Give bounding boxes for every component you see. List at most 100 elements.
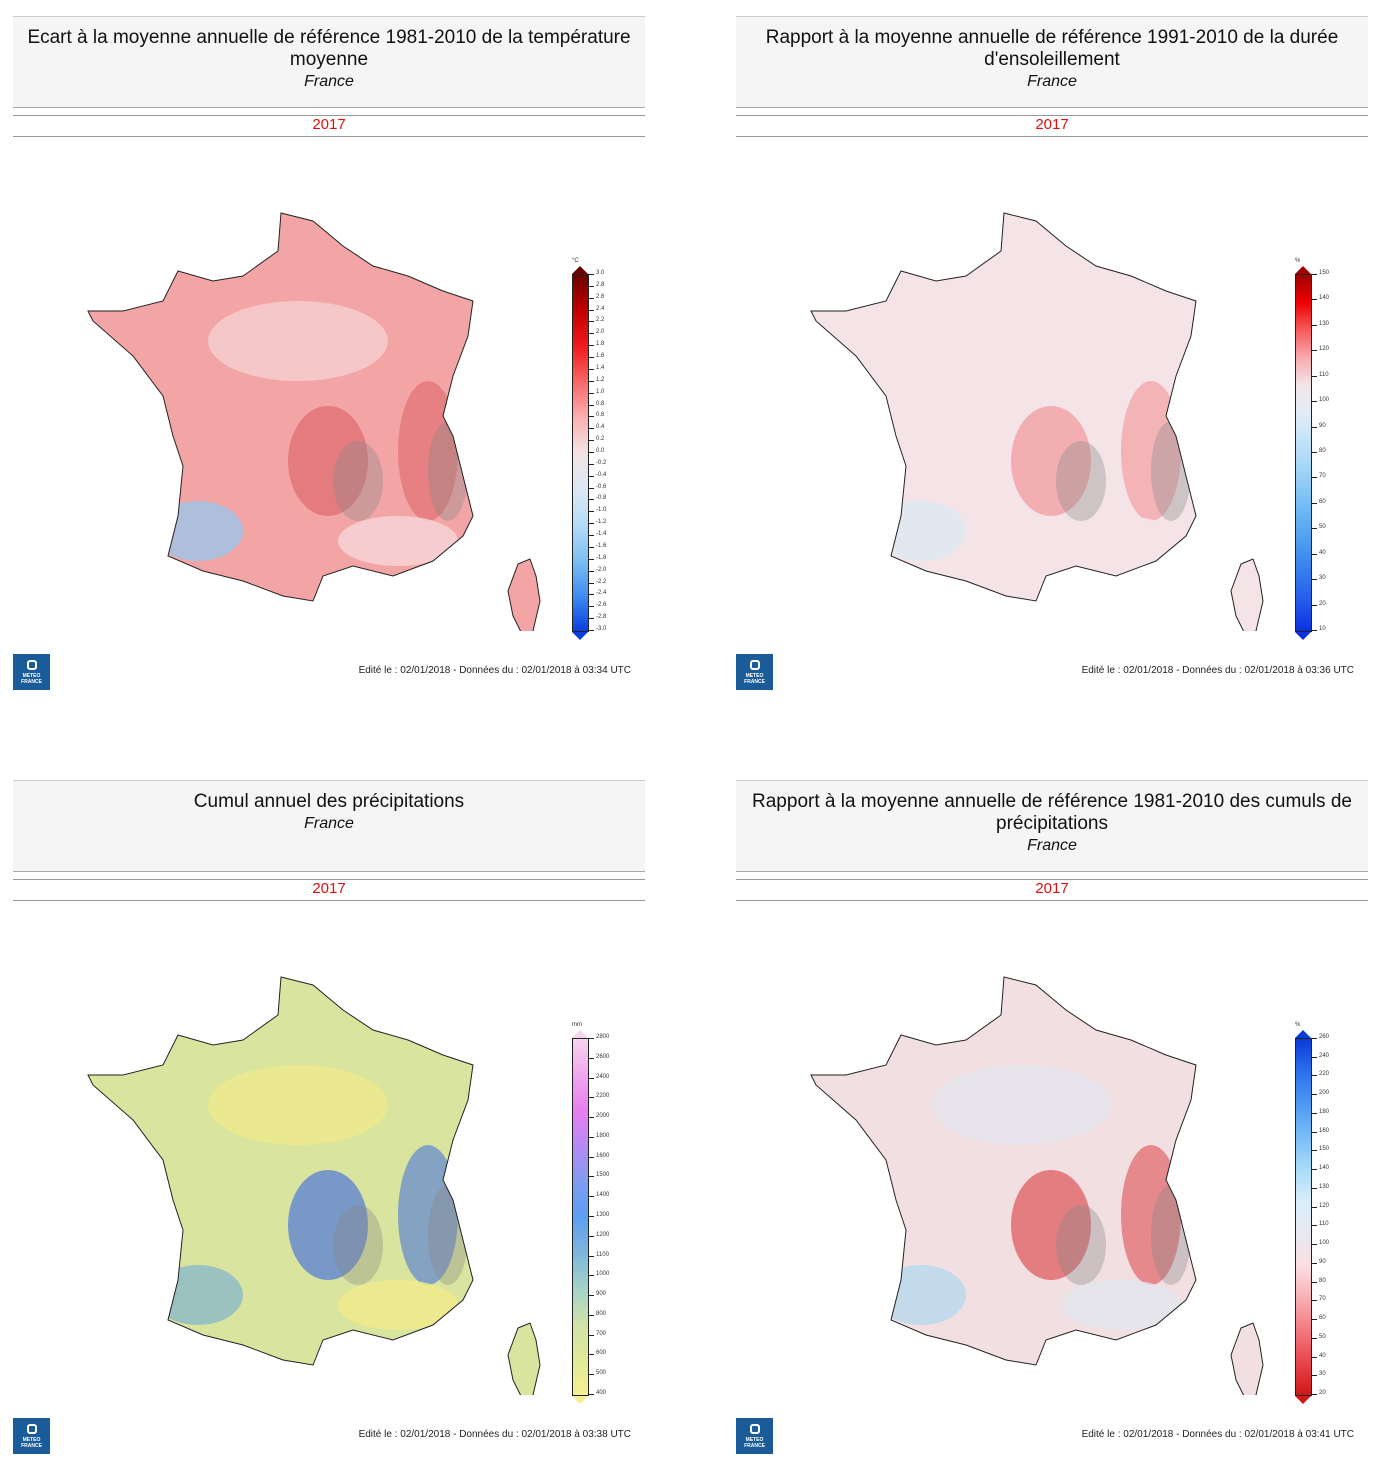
map-panel-precipitation-ratio: Rapport à la moyenne annuelle de référen… bbox=[736, 780, 1368, 1465]
legend-tick bbox=[588, 297, 594, 299]
legend-tick-label: 40 bbox=[1319, 1352, 1326, 1359]
legend-tick-label: 2.6 bbox=[596, 293, 605, 300]
legend-tick bbox=[1311, 1281, 1317, 1283]
map-title: Rapport à la moyenne annuelle de référen… bbox=[765, 27, 1339, 70]
legend-tick bbox=[1311, 553, 1317, 555]
divider bbox=[13, 900, 645, 901]
legend-tick bbox=[1311, 1356, 1317, 1358]
contour-region bbox=[876, 1265, 966, 1325]
legend-tick-label: -0.8 bbox=[596, 495, 607, 502]
france-outline bbox=[87, 976, 474, 1366]
legend-tick-label: 120 bbox=[1319, 1202, 1330, 1209]
contour-region bbox=[288, 406, 368, 516]
legend-tick-label: 100 bbox=[1319, 397, 1330, 404]
legend-tick-label: 20 bbox=[1319, 1390, 1326, 1396]
color-legend: °C 3.0 2.8 2.6 2.4 2.2 2.0 1.8 1.6 1.4 1.2 1.0 0.8 0.… bbox=[568, 258, 638, 641]
year-label: 2017 bbox=[312, 880, 346, 897]
legend-tick bbox=[1311, 274, 1317, 275]
contour-region bbox=[1061, 1280, 1181, 1330]
legend-tick-label: -1.4 bbox=[596, 531, 607, 538]
legend-tick bbox=[1311, 1300, 1317, 1302]
legend-tick bbox=[588, 582, 594, 584]
map-panel-temperature-anomaly: Ecart à la moyenne annuelle de référence… bbox=[13, 16, 645, 706]
legend-tick-label: 140 bbox=[1319, 295, 1330, 302]
divider bbox=[736, 900, 1368, 901]
legend-max-arrow bbox=[1295, 1030, 1311, 1038]
legend-tick-label: 1000 bbox=[596, 1271, 610, 1278]
legend-tick bbox=[588, 475, 594, 477]
footer-edit-info: Edité le : 02/01/2018 - Données du : 02/… bbox=[358, 665, 631, 676]
map-subtitle: France bbox=[1027, 73, 1077, 90]
france-map bbox=[810, 212, 1264, 631]
legend-tick-label: 240 bbox=[1319, 1052, 1330, 1059]
legend-tick-label: 160 bbox=[1319, 1127, 1330, 1134]
divider bbox=[13, 115, 645, 116]
relief-shading bbox=[1056, 441, 1106, 521]
legend-tick bbox=[588, 1196, 594, 1198]
contour-region bbox=[1061, 516, 1181, 566]
contour-region bbox=[931, 1065, 1111, 1145]
legend-tick bbox=[1311, 1244, 1317, 1246]
legend-tick-label: 400 bbox=[596, 1390, 607, 1396]
legend-tick bbox=[588, 535, 594, 537]
legend-tick bbox=[1311, 1131, 1317, 1133]
relief-shading bbox=[1056, 1205, 1106, 1285]
legend-tick-label: 60 bbox=[1319, 1315, 1326, 1322]
legend-tick-label: 1800 bbox=[596, 1132, 610, 1139]
legend-tick-label: 600 bbox=[596, 1350, 607, 1357]
divider bbox=[736, 136, 1368, 137]
legend-tick-label: -1.0 bbox=[596, 507, 607, 514]
legend-colorbar bbox=[572, 274, 589, 632]
legend-tick bbox=[588, 333, 594, 335]
legend-tick bbox=[588, 630, 594, 631]
legend-tick-label: 100 bbox=[1319, 1240, 1330, 1247]
france-outline bbox=[810, 212, 1197, 602]
legend-tick-label: 110 bbox=[1319, 1221, 1329, 1228]
legend-tick bbox=[1311, 604, 1317, 606]
legend-tick bbox=[1311, 375, 1317, 377]
legend-tick bbox=[588, 1354, 594, 1356]
legend-tick bbox=[588, 416, 594, 418]
legend-tick-label: 220 bbox=[1319, 1071, 1330, 1078]
legend-tick bbox=[1311, 630, 1317, 631]
legend-tick-label: 3.0 bbox=[596, 270, 605, 276]
year-label: 2017 bbox=[312, 116, 346, 133]
meteo-france-logo: METEO FRANCE bbox=[13, 1418, 50, 1454]
meteo-france-logo: METEO FRANCE bbox=[736, 1418, 773, 1454]
legend-tick-label: 110 bbox=[1319, 371, 1329, 378]
legend-tick-label: -1.2 bbox=[596, 519, 607, 526]
legend-tick-label: 150 bbox=[1319, 270, 1330, 276]
legend-tick bbox=[588, 1156, 594, 1158]
legend-tick-label: 2600 bbox=[596, 1053, 610, 1060]
france-map bbox=[87, 976, 541, 1395]
color-legend: % 260 240 220 200 180 160 150 140 130 120 110 100 90 8… bbox=[1291, 1022, 1361, 1405]
legend-tick bbox=[588, 618, 594, 620]
legend-max-arrow bbox=[1295, 266, 1311, 274]
legend-tick-label: 150 bbox=[1319, 1146, 1330, 1153]
contour-region bbox=[1011, 1170, 1091, 1280]
legend-tick-label: 30 bbox=[1319, 1371, 1326, 1378]
legend-tick-label: 130 bbox=[1319, 320, 1330, 327]
map-fill bbox=[811, 213, 1263, 631]
legend-tick bbox=[1311, 502, 1317, 504]
corsica-outline bbox=[1230, 1322, 1264, 1395]
legend-tick-label: -0.6 bbox=[596, 483, 607, 490]
legend-tick bbox=[588, 1334, 594, 1336]
contour-region bbox=[153, 501, 243, 561]
legend-tick-label: 1200 bbox=[596, 1231, 610, 1238]
legend-tick-label: 0.0 bbox=[596, 448, 605, 454]
map-fill bbox=[88, 977, 540, 1395]
legend-tick-label: 140 bbox=[1319, 1165, 1330, 1172]
legend-tick-label: 2.8 bbox=[596, 281, 605, 288]
map-panel-precipitation-total: Cumul annuel des précipitations France 2… bbox=[13, 780, 645, 1465]
legend-tick-label: 800 bbox=[596, 1310, 607, 1317]
divider bbox=[13, 136, 645, 137]
legend-tick-label: 0.6 bbox=[596, 412, 605, 419]
legend-tick-label: 1300 bbox=[596, 1212, 610, 1218]
legend-tick-label: 1500 bbox=[596, 1172, 610, 1179]
legend-tick bbox=[1311, 299, 1317, 301]
legend-tick bbox=[1311, 1150, 1317, 1152]
legend-tick-label: 1600 bbox=[596, 1152, 610, 1159]
legend-tick-label: 1.2 bbox=[596, 376, 605, 383]
title-box: Ecart à la moyenne annuelle de référence… bbox=[13, 16, 645, 108]
